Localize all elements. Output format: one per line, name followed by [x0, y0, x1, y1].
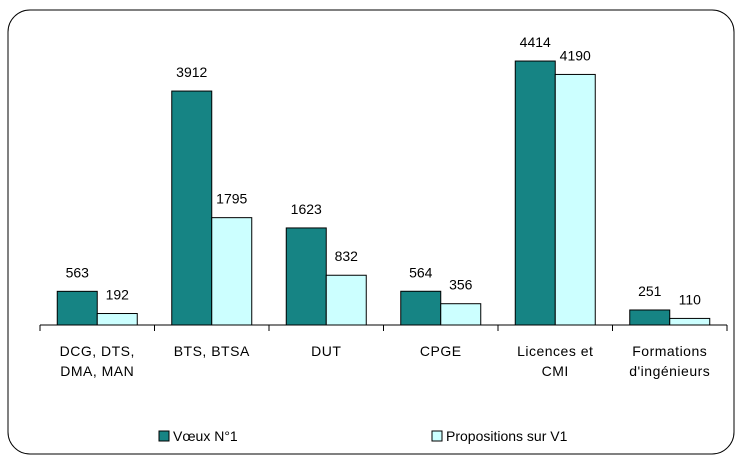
legend-label: Vœux N°1 — [173, 428, 238, 444]
bar — [400, 290, 442, 326]
x-tick-label: DUT — [311, 343, 342, 359]
bar — [669, 317, 711, 326]
x-tick-label: Formations d'ingénieurs — [629, 343, 711, 379]
value-label: 564 — [409, 264, 433, 280]
value-label: 192 — [106, 287, 130, 303]
value-label: 1623 — [291, 201, 322, 217]
legend-swatch — [158, 430, 170, 442]
bar — [554, 73, 596, 326]
x-tick-label: Licences et CMI — [517, 343, 594, 379]
bar — [171, 90, 213, 326]
x-tick-label: DCG, DTS, DMA, MAN — [59, 343, 135, 379]
value-label: 3912 — [176, 64, 207, 80]
value-label: 110 — [679, 291, 702, 307]
bar — [325, 274, 367, 326]
value-label: 563 — [66, 264, 90, 280]
value-label: 4190 — [560, 47, 591, 63]
value-label: 832 — [335, 248, 359, 264]
bar — [211, 217, 253, 326]
x-tick-label: CPGE — [419, 343, 462, 359]
bar — [629, 309, 671, 326]
value-label: 4414 — [520, 34, 551, 50]
value-label: 251 — [638, 283, 662, 299]
bar — [56, 290, 98, 326]
value-label: 356 — [449, 277, 473, 293]
chart-frame — [7, 9, 735, 455]
bar — [514, 60, 556, 326]
legend-swatch — [431, 430, 443, 442]
legend-label: Propositions sur V1 — [446, 428, 568, 444]
value-label: 1795 — [216, 191, 247, 207]
bar — [440, 303, 482, 326]
x-tick-label: BTS, BTSA — [173, 343, 250, 359]
bar — [96, 313, 138, 326]
bar — [285, 227, 327, 326]
